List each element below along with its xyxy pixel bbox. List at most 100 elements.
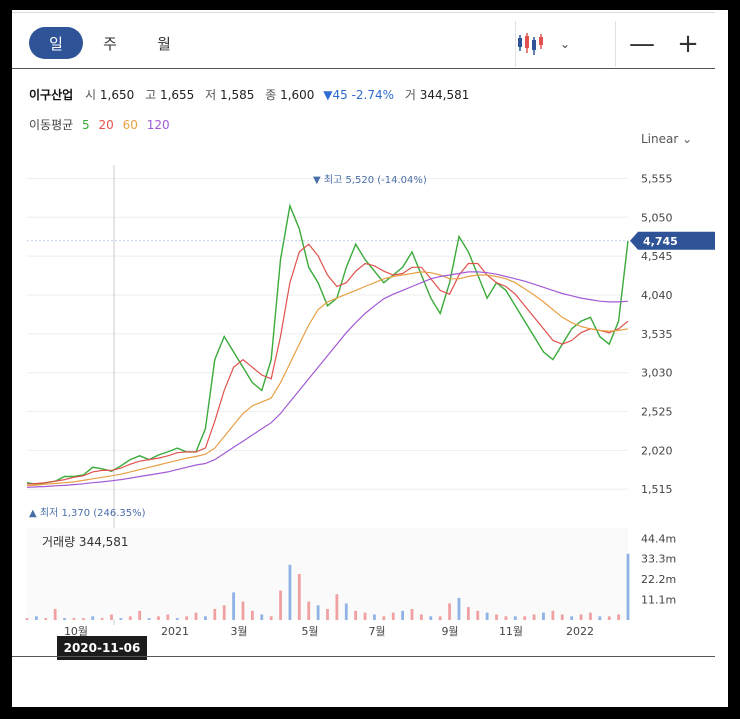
volume-bar xyxy=(513,616,517,620)
volume-bar xyxy=(579,614,583,620)
low-value: 1,585 xyxy=(220,88,255,102)
volume-bar xyxy=(213,608,217,620)
volume-bar xyxy=(373,614,376,620)
ma-20-label[interactable]: 20 xyxy=(98,118,114,132)
x-tick-label: 10월 xyxy=(64,625,88,638)
moving-average-legend: 이동평균 5 20 60 120 xyxy=(29,116,175,133)
volume-bar xyxy=(429,616,433,620)
ma-20-line xyxy=(26,243,629,485)
volume-bar xyxy=(157,616,160,620)
volume-bar xyxy=(81,618,85,620)
price-tick-label: 4,040 xyxy=(641,289,673,302)
volume-bar xyxy=(476,610,480,620)
zoom-out-button[interactable]: — xyxy=(629,29,655,59)
x-tick-label: 2021 xyxy=(161,625,189,638)
volume-bar xyxy=(363,612,367,620)
volume-bar xyxy=(128,616,132,620)
volume-bar xyxy=(147,618,151,620)
volume-bar xyxy=(222,605,226,620)
volume-label: 거 xyxy=(404,88,416,102)
ma-5-line xyxy=(26,203,629,485)
tab-month[interactable]: 월 xyxy=(157,34,171,53)
zoom-in-button[interactable]: + xyxy=(677,29,699,59)
volume-bar xyxy=(466,607,470,620)
volume-bar xyxy=(542,612,545,620)
close-value: 1,600 xyxy=(280,88,315,102)
volume-bar xyxy=(175,618,179,620)
top-divider xyxy=(12,12,715,13)
stock-name: 이구산업 xyxy=(29,88,74,102)
volume-bar xyxy=(100,618,104,620)
current-price-badge xyxy=(630,231,715,250)
volume-bar xyxy=(448,603,451,620)
volume-bar xyxy=(316,605,320,620)
price-tick-label: 2,525 xyxy=(641,406,673,419)
volume-bar xyxy=(166,614,170,620)
volume-tick-label: 33.3m xyxy=(641,553,676,566)
ma-5-label[interactable]: 5 xyxy=(82,118,90,132)
ma-120-label[interactable]: 120 xyxy=(146,118,170,132)
volume-pane xyxy=(27,528,628,620)
volume-tick-label: 11.1m xyxy=(641,594,676,607)
chart-type-selector[interactable]: ⌄ xyxy=(516,24,588,64)
open-label: 시 xyxy=(85,88,97,102)
volume-bar xyxy=(401,610,405,620)
volume-bar xyxy=(589,612,592,620)
volume-bar xyxy=(560,614,564,620)
volume-tick-label: 22.2m xyxy=(641,573,676,586)
price-tick-label: 1,515 xyxy=(641,483,673,496)
chevron-down-icon[interactable]: ⌄ xyxy=(560,37,571,51)
volume-bar xyxy=(457,597,461,620)
x-tick-label: 7월 xyxy=(368,625,385,638)
volume-bar xyxy=(326,608,329,620)
volume-bar xyxy=(241,601,245,620)
x-tick-label: 2022 xyxy=(566,625,594,638)
header-divider xyxy=(12,68,715,69)
scale-toggle[interactable]: Linear ⌄ xyxy=(641,132,693,146)
volume-bar xyxy=(138,610,142,620)
volume-value: 344,581 xyxy=(419,88,470,102)
volume-bar xyxy=(63,618,66,620)
volume-bar xyxy=(391,612,395,620)
ma-60-label[interactable]: 60 xyxy=(122,118,138,132)
volume-bar xyxy=(119,618,123,620)
volume-bar xyxy=(551,610,555,620)
high-value: 1,655 xyxy=(159,88,195,102)
tab-day[interactable]: 일 xyxy=(29,27,83,59)
price-tick-label: 2,020 xyxy=(641,444,673,457)
ma-60-line xyxy=(26,271,629,487)
close-label: 종 xyxy=(265,88,277,102)
low-label: 저 xyxy=(205,88,217,102)
toolbar-divider xyxy=(515,21,516,67)
volume-bar xyxy=(495,614,498,620)
volume-bar xyxy=(598,616,602,620)
open-value: 1,650 xyxy=(99,88,135,102)
volume-bar xyxy=(35,616,38,620)
tab-week[interactable]: 주 xyxy=(103,34,117,53)
volume-bar xyxy=(110,614,113,620)
volume-bar xyxy=(260,614,264,620)
volume-bar xyxy=(307,601,311,620)
ohlc-readout: 이구산업 시 1,650 고 1,655 저 1,585 종 1,600 ▼45… xyxy=(29,86,474,103)
high-label: 고 xyxy=(145,88,157,102)
ma-legend-label: 이동평균 xyxy=(29,118,74,132)
volume-bar xyxy=(185,616,189,620)
volume-bar xyxy=(420,614,423,620)
price-tick-label: 3,030 xyxy=(641,367,673,380)
price-tick-label: 5,050 xyxy=(641,211,673,224)
volume-bar xyxy=(523,616,527,620)
volume-bar xyxy=(194,612,198,620)
volume-bar xyxy=(279,590,282,620)
x-tick-label: 11월 xyxy=(499,625,523,638)
price-tick-label: 5,555 xyxy=(641,172,673,185)
volume-bar xyxy=(232,592,235,620)
volume-bar xyxy=(335,594,339,620)
volume-bar xyxy=(53,608,57,620)
volume-bar xyxy=(72,618,76,620)
volume-tick-label: 44.4m xyxy=(641,532,676,545)
volume-bar xyxy=(617,614,620,620)
bottom-divider xyxy=(12,656,715,657)
price-tick-label: 3,535 xyxy=(641,328,673,341)
volume-bar xyxy=(438,616,442,620)
